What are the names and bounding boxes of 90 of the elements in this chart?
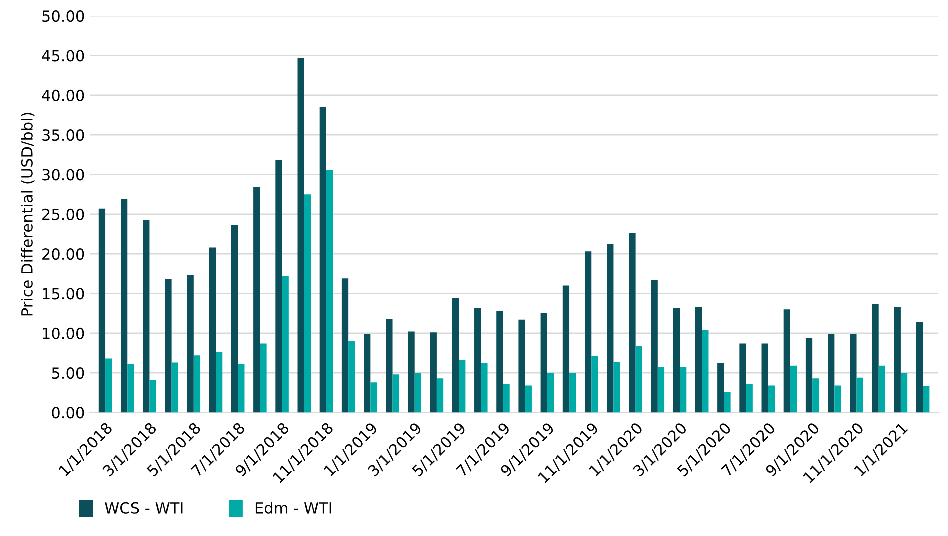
y-tick-label: 40.00 [42, 90, 84, 102]
bar [238, 364, 245, 413]
bar [348, 341, 356, 413]
bar [298, 58, 304, 413]
y-tick-label: 0.00 [52, 407, 84, 419]
bar [474, 308, 482, 413]
bar [806, 338, 813, 413]
bar [172, 362, 178, 413]
bar [878, 366, 886, 413]
bar [629, 233, 636, 413]
bar [392, 374, 400, 413]
bar [386, 319, 393, 413]
y-axis-title: Price Differential (USD/bbl) [21, 113, 35, 316]
bar [187, 275, 194, 413]
bar [923, 386, 930, 413]
y-tick-label: 25.00 [42, 208, 84, 220]
y-tick-label: 50.00 [42, 10, 84, 22]
bar [370, 382, 378, 413]
bar [673, 308, 680, 413]
bar [518, 320, 526, 413]
bar [481, 364, 488, 413]
y-tick-label: 20.00 [42, 248, 84, 260]
bar [430, 332, 437, 413]
legend-label: WCS - WTI [105, 502, 183, 514]
bar [834, 386, 842, 413]
bar [408, 332, 415, 413]
bar [570, 373, 576, 413]
bar [784, 310, 790, 413]
bar [547, 373, 554, 413]
y-tick-label: 15.00 [43, 288, 84, 300]
bar [364, 334, 371, 413]
bar [143, 220, 150, 413]
bar [326, 170, 334, 413]
bar [724, 392, 731, 413]
bar [740, 344, 746, 413]
bar [304, 194, 312, 413]
bar [746, 384, 753, 413]
legend-label: Edm - WTI [256, 502, 332, 514]
y-tick-label: 45.00 [42, 50, 84, 62]
bar [216, 352, 223, 413]
bar [614, 362, 620, 413]
bar [651, 280, 658, 413]
bar [194, 356, 201, 413]
bar [254, 187, 260, 413]
bar [562, 286, 570, 413]
bar [459, 360, 466, 413]
bar [414, 373, 422, 413]
bar [342, 278, 349, 413]
bar [856, 378, 864, 413]
bar [282, 276, 289, 413]
bar [503, 384, 510, 413]
bar [702, 330, 709, 413]
bar [128, 364, 134, 413]
y-tick-label: 30.00 [42, 169, 84, 181]
bar [695, 307, 702, 413]
bar [525, 386, 532, 413]
bar [607, 244, 614, 413]
bar [320, 107, 326, 413]
bar [658, 368, 665, 413]
bar [584, 252, 592, 413]
bar [540, 314, 548, 413]
bar [718, 364, 724, 413]
bar [592, 356, 598, 413]
bar [209, 248, 216, 413]
y-tick-label: 35.00 [42, 130, 84, 142]
bar [894, 307, 901, 413]
bar [762, 344, 768, 413]
bar [452, 298, 460, 413]
bar [276, 160, 282, 413]
bar [260, 344, 267, 413]
bar [790, 366, 798, 413]
bar [106, 358, 112, 413]
bar [150, 380, 156, 413]
bar [98, 208, 106, 413]
bar [120, 199, 128, 413]
y-tick-label: 5.00 [52, 368, 84, 380]
bar [680, 368, 687, 413]
bar [165, 279, 172, 413]
bar [436, 378, 444, 413]
bar [916, 322, 924, 413]
bar [636, 346, 642, 413]
bar [828, 334, 835, 413]
bar [900, 373, 908, 413]
y-tick-label: 10.00 [43, 328, 84, 340]
bar [812, 378, 820, 413]
bar [872, 304, 879, 413]
bar [496, 311, 504, 413]
bar [850, 334, 857, 413]
bar [231, 226, 238, 413]
bar [768, 386, 776, 413]
